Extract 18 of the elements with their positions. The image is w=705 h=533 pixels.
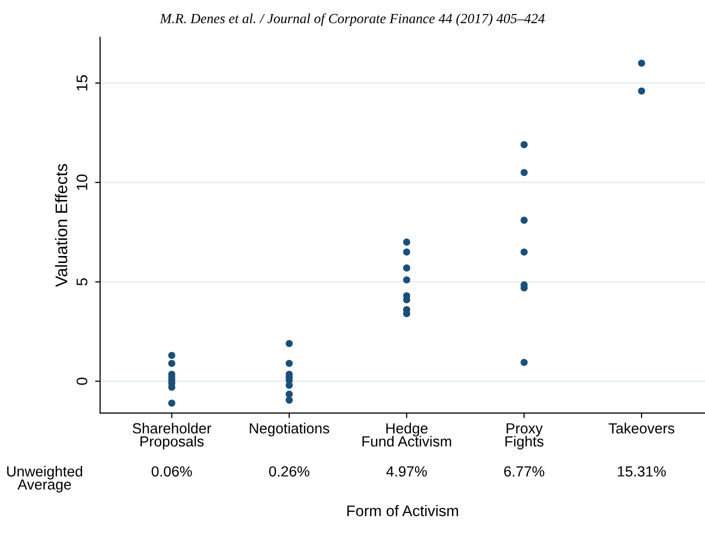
y-tick-label: 15 (76, 75, 88, 90)
y-tick-label: 10 (76, 174, 88, 190)
x-tick-label: Proxy Fights (505, 423, 544, 450)
text: 0.06% (152, 466, 192, 477)
x-tick-label: Negotiations (250, 422, 330, 436)
y-axis-title: Valuation Effects (55, 164, 68, 287)
text: 15.31% (618, 466, 666, 477)
chart-title: M.R. Denes et al. / Journal of Corporate Finance 44 (2017) 405–424 (160, 13, 545, 26)
x-axis-title: Form of Activism (347, 505, 458, 516)
y-tick-label: 0 (76, 378, 88, 385)
x-tick-label: Hedge Fund Activism (362, 422, 452, 447)
text: 0.26% (269, 466, 310, 477)
text: 6.77% (504, 466, 544, 477)
text: 4.97% (386, 466, 427, 477)
text: Unweighted Average (7, 466, 82, 493)
x-tick-label: Shareholder Proposals (132, 422, 212, 450)
x-tick-label: Takeovers (608, 422, 674, 434)
y-tick-label: 5 (76, 278, 88, 286)
